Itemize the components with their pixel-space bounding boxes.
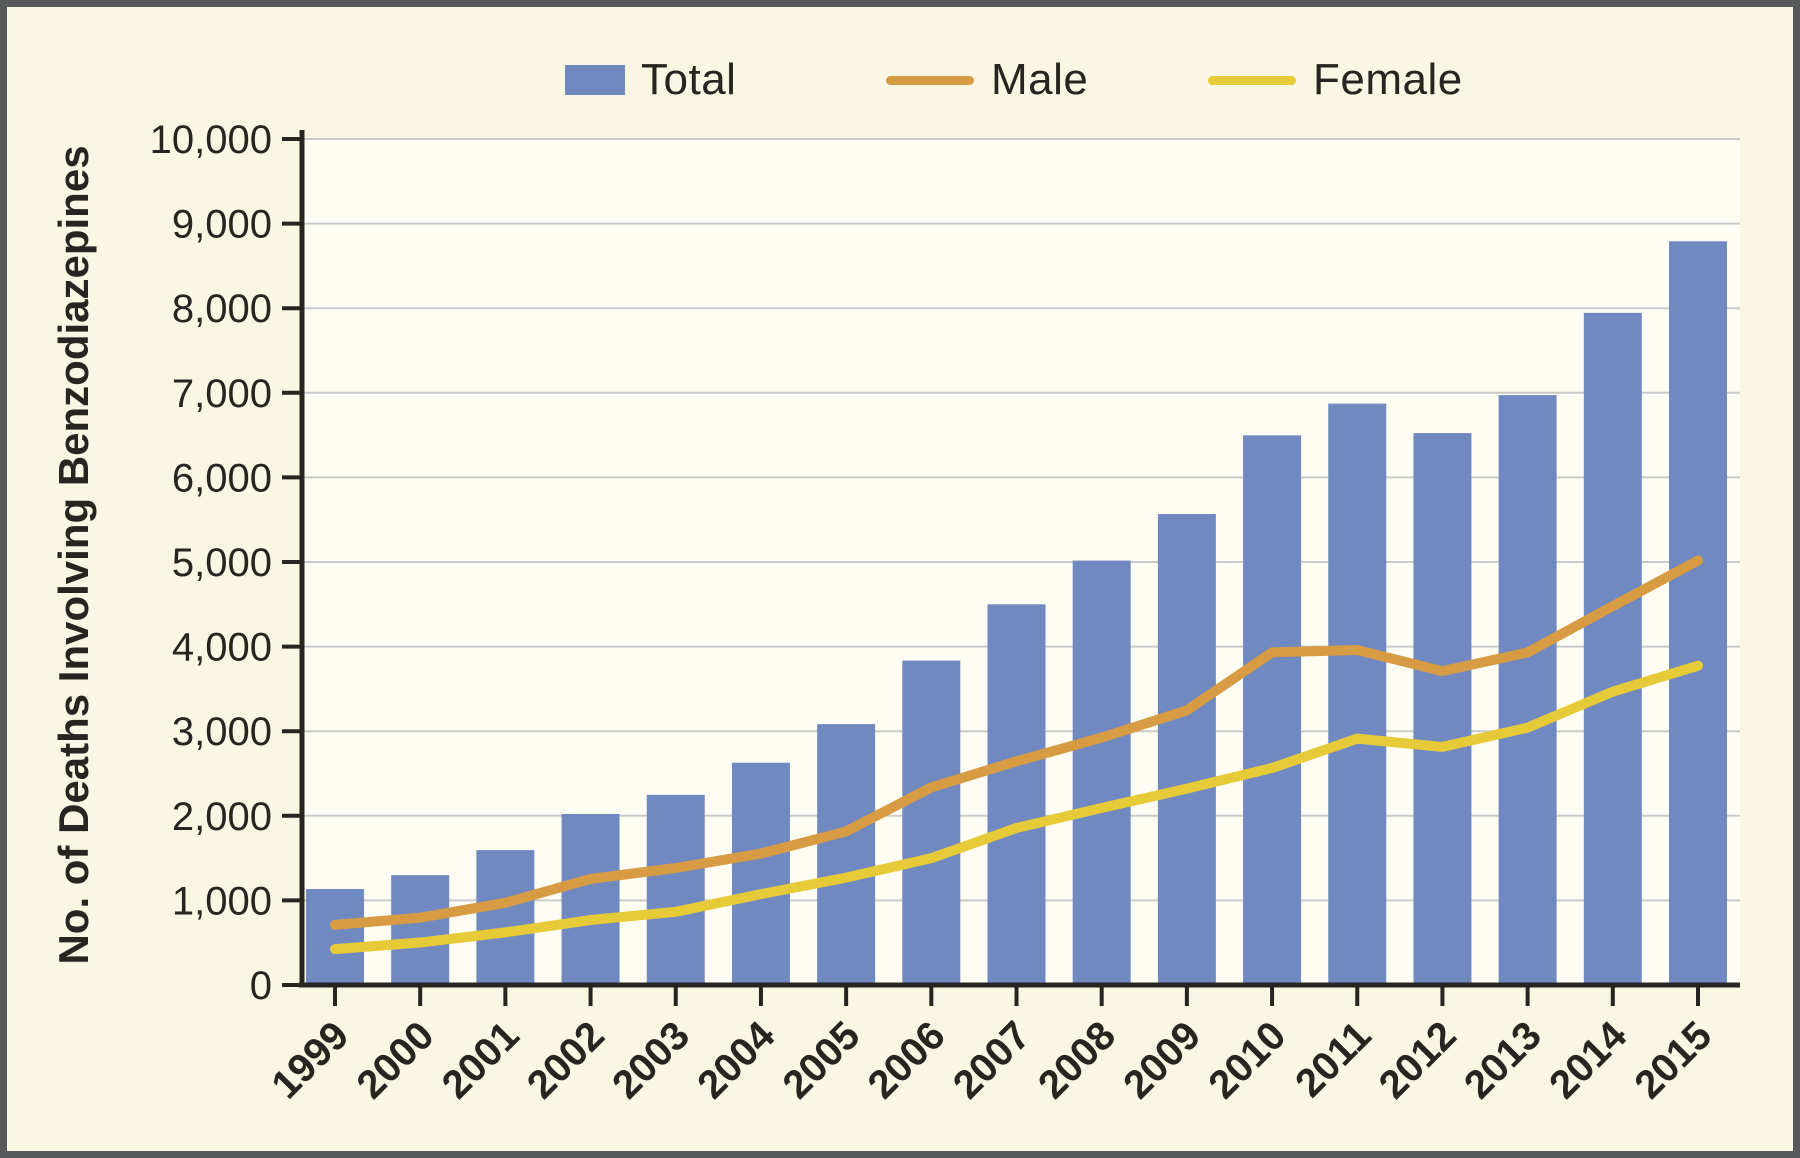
y-tick-label-0: 0: [250, 964, 272, 1008]
y-axis-title: No. of Deaths Involving Benzodiazepines: [50, 145, 97, 964]
bar-2007: [987, 604, 1046, 985]
y-tick-label-5000: 5,000: [172, 541, 272, 585]
bar-2000: [391, 875, 450, 985]
legend-female-label: Female: [1313, 55, 1463, 104]
bar-2006: [902, 660, 961, 985]
y-tick-label-6000: 6,000: [172, 456, 272, 500]
legend-male-label: Male: [991, 55, 1089, 104]
y-tick-label-10000: 10,000: [150, 118, 272, 162]
legend-female-swatch: [1208, 75, 1296, 85]
legend-total-label: Total: [641, 55, 737, 104]
bar-2002: [561, 813, 620, 985]
legend-item-total: Total: [565, 54, 736, 106]
y-tick-label-1000: 1,000: [172, 879, 272, 923]
bar-2015: [1669, 241, 1727, 986]
y-tick-label-9000: 9,000: [172, 203, 272, 247]
bar-2001: [476, 850, 535, 985]
bar-2004: [731, 762, 790, 985]
y-tick-label-3000: 3,000: [172, 710, 272, 754]
y-tick-label-4000: 4,000: [172, 626, 272, 670]
y-tick-label-2000: 2,000: [172, 795, 272, 839]
bar-1999: [306, 888, 364, 985]
bar-2009: [1157, 514, 1216, 985]
bar-2005: [817, 724, 876, 985]
male-line: [330, 555, 1703, 930]
bar-2011: [1328, 403, 1387, 986]
legend-total-swatch: [565, 65, 625, 95]
legend-item-male: Male: [886, 54, 1088, 106]
bar-2013: [1498, 395, 1557, 985]
bar-2008: [1072, 560, 1131, 985]
legend: Total Male Female: [0, 0, 1800, 120]
y-tick-label-8000: 8,000: [172, 287, 272, 331]
bar-2010: [1243, 435, 1302, 986]
bar-2012: [1413, 433, 1472, 986]
bar-2003: [646, 794, 705, 985]
y-tick-label-7000: 7,000: [172, 372, 272, 416]
bar-2014: [1583, 312, 1642, 985]
female-line: [330, 660, 1703, 955]
legend-item-female: Female: [1208, 54, 1463, 106]
legend-male-swatch: [886, 75, 974, 85]
